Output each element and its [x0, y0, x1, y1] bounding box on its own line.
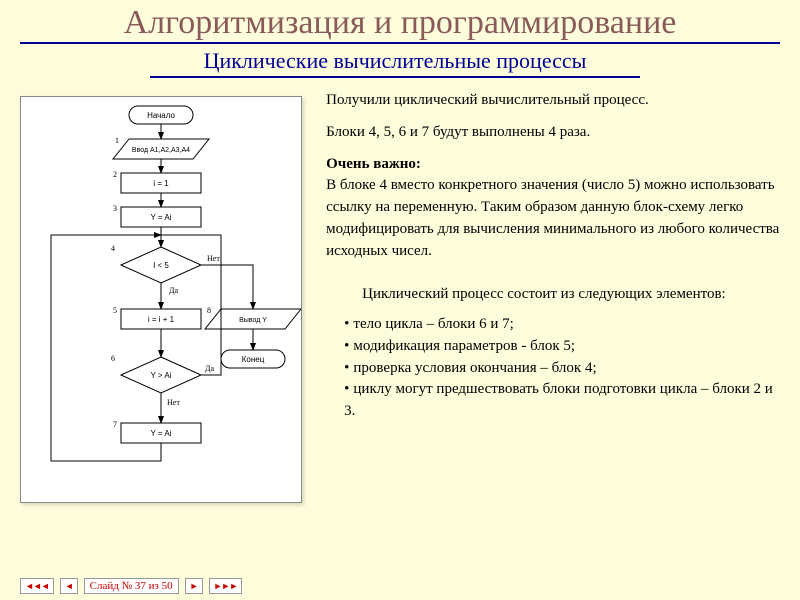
svg-text:I < 5: I < 5: [153, 261, 169, 270]
svg-text:5: 5: [113, 306, 117, 315]
bullet-item: проверка условия окончания – блок 4;: [344, 358, 780, 380]
bullet-item: циклу могут предшествовать блоки подгото…: [344, 379, 780, 423]
flowchart-container: Начало Ввод A1,A2,A3,A4 1 i = 1 2 Y = Ai 3 I < …: [20, 96, 302, 503]
svg-text:Y = Ai: Y = Ai: [151, 429, 172, 438]
bullet-item: тело цикла – блоки 6 и 7;: [344, 314, 780, 336]
flowchart-svg: Начало Ввод A1,A2,A3,A4 1 i = 1 2 Y = Ai 3 I < …: [21, 97, 301, 502]
svg-text:i = i + 1: i = i + 1: [148, 315, 175, 324]
svg-text:Y = Ai: Y = Ai: [151, 213, 172, 222]
svg-text:Начало: Начало: [147, 111, 175, 120]
svg-text:1: 1: [115, 136, 119, 145]
svg-text:Нет: Нет: [167, 398, 180, 407]
paragraph-2: Блоки 4, 5, 6 и 7 будут выполнены 4 раза…: [326, 122, 780, 144]
svg-text:Да: Да: [169, 286, 178, 295]
page-title: Алгоритмизация и программирование: [20, 0, 780, 44]
svg-text:8: 8: [207, 306, 211, 315]
paragraph-1: Получили циклический вычислительный проц…: [326, 90, 780, 112]
diagram-panel: Начало Ввод A1,A2,A3,A4 1 i = 1 2 Y = Ai 3 I < …: [20, 90, 306, 503]
nav-next-button[interactable]: ►: [185, 578, 203, 594]
paragraph-3: Очень важно: В блоке 4 вместо конкретног…: [326, 154, 780, 263]
paragraph-3-strong: Очень важно:: [326, 156, 421, 172]
nav-slide-label: Слайд № 37 из 50: [84, 578, 179, 594]
svg-text:Y > Ai: Y > Ai: [151, 371, 172, 380]
svg-text:6: 6: [111, 354, 115, 363]
svg-text:3: 3: [113, 204, 117, 213]
list-intro: Циклический процесс состоит из следующих…: [362, 284, 780, 306]
text-panel: Получили циклический вычислительный проц…: [326, 90, 780, 503]
svg-text:Нет: Нет: [207, 254, 220, 263]
svg-text:7: 7: [113, 420, 117, 429]
svg-text:Вывод Y: Вывод Y: [239, 317, 267, 324]
bullet-list: тело цикла – блоки 6 и 7;модификация пар…: [344, 314, 780, 423]
paragraph-3-rest: В блоке 4 вместо конкретного значения (ч…: [326, 177, 779, 258]
bullet-item: модификация параметров - блок 5;: [344, 336, 780, 358]
svg-text:4: 4: [111, 244, 115, 253]
svg-text:2: 2: [113, 170, 117, 179]
slide-nav: ◄◄◄ ◄ Слайд № 37 из 50 ► ►►►: [20, 578, 242, 594]
content-area: Начало Ввод A1,A2,A3,A4 1 i = 1 2 Y = Ai 3 I < …: [0, 78, 800, 503]
svg-text:i = 1: i = 1: [153, 179, 169, 188]
nav-first-button[interactable]: ◄◄◄: [20, 578, 54, 594]
nav-last-button[interactable]: ►►►: [209, 578, 243, 594]
svg-text:Ввод A1,A2,A3,A4: Ввод A1,A2,A3,A4: [132, 147, 190, 154]
nav-prev-button[interactable]: ◄: [60, 578, 78, 594]
svg-text:Конец: Конец: [242, 355, 265, 364]
svg-text:Да: Да: [205, 364, 214, 373]
page-subtitle: Циклические вычислительные процессы: [150, 46, 640, 78]
